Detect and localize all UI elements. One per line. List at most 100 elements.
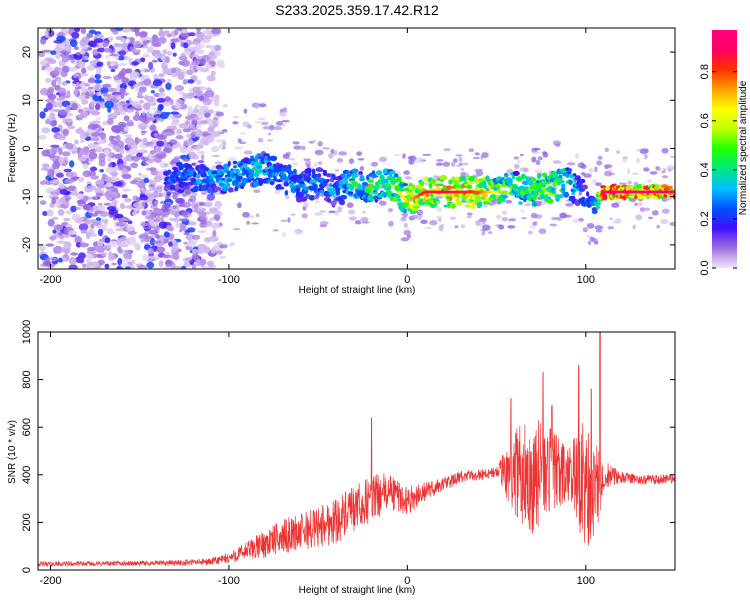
heatmap-cell [198,95,204,102]
heatmap-cell [148,229,159,235]
heatmap-cell [535,159,541,166]
heatmap-cell [213,214,220,221]
heatmap-cell [196,173,200,178]
heatmap-cell [146,47,154,53]
heatmap-cell [214,50,221,57]
heatmap-cell [61,55,70,63]
heatmap-cell [242,211,250,218]
heatmap-cell [337,206,343,211]
heatmap-cell [58,87,67,95]
heatmap-cell [97,202,103,206]
heatmap-cell [356,151,363,157]
heatmap-cell [503,172,509,178]
heatmap-cell [193,108,199,114]
heatmap-cell [350,186,354,191]
heatmap-cell [172,52,177,57]
heatmap-cell [243,108,248,114]
heatmap-cell [258,168,263,174]
heatmap-cell [79,242,89,248]
heatmap-cell [528,230,533,235]
heatmap-cell [206,193,216,201]
heatmap-cell [579,162,584,165]
heatmap-cell [547,198,554,204]
heatmap-cell [158,221,167,229]
heatmap-cell [223,167,229,173]
heatmap-cell [532,201,537,207]
heatmap-cell [262,126,271,130]
heatmap-cell [138,31,148,38]
heatmap-cell [133,40,142,49]
heatmap-cell [139,194,149,201]
heatmap-cell [73,28,81,33]
heatmap-cell [611,202,620,208]
heatmap-cell [481,193,488,198]
heatmap-cell [80,49,85,56]
heatmap-cell [129,37,135,43]
heatmap-cell [319,221,329,226]
heatmap-cell [101,246,108,251]
heatmap-cell [65,171,74,178]
heatmap-cell [552,140,562,146]
heatmap-cell [120,38,127,43]
heatmap-cell [47,93,57,100]
heatmap-cell [125,100,130,104]
heatmap-cell [210,70,216,77]
heatmap-cell [182,79,188,85]
heatmap-cell [549,223,558,227]
heatmap-cell [185,92,195,99]
heatmap-cell [612,220,621,224]
heatmap-cell [169,115,175,120]
heatmap-cell [400,216,407,222]
heatmap-cell [111,262,117,266]
heatmap-cell [156,185,163,190]
heatmap-cell [594,240,599,245]
heatmap-cell [668,185,673,189]
y-tick-label: 0 [21,145,33,151]
heatmap-cell [358,171,363,175]
heatmap-cell [403,170,410,175]
heatmap-cell [591,209,598,215]
heatmap-cell [201,172,206,178]
heatmap-cell [53,224,64,231]
heatmap-cell [78,257,85,264]
x-tick-label: -200 [39,575,61,587]
heatmap-cell [272,229,279,232]
heatmap-cell [183,42,189,49]
heatmap-cell [80,86,88,94]
heatmap-cell [204,201,213,206]
heatmap-cell [358,184,363,190]
heatmap-cell [168,241,173,247]
heatmap-cell [190,41,201,45]
heatmap-cell [87,143,97,149]
heatmap-cell [397,198,401,202]
heatmap-cell [474,177,479,184]
heatmap-cell [165,56,170,64]
heatmap-cell [47,154,56,158]
heatmap-cell [314,149,324,156]
heatmap-cell [56,97,65,101]
heatmap-cell [127,231,137,235]
heatmap-cell [200,42,205,49]
heatmap-cell [169,139,178,145]
heatmap-cell [145,142,152,147]
heatmap-cell [453,176,459,180]
heatmap-cell [341,173,346,179]
heatmap-cell [651,210,659,216]
heatmap-cell [45,257,50,261]
heatmap-cell [530,212,538,219]
heatmap-cell [180,265,187,269]
heatmap-cell [389,197,395,201]
heatmap-cell [478,201,483,208]
heatmap-cell [311,183,318,190]
heatmap-cell [292,179,298,183]
heatmap-cell [592,178,597,184]
heatmap-cell [130,259,136,265]
heatmap-cell [172,253,180,261]
heatmap-cell [127,255,132,260]
heatmap-cell [275,121,284,126]
heatmap-cell [338,199,346,206]
heatmap-cell [259,103,267,108]
heatmap-cell [137,122,147,130]
heatmap-cell [59,50,65,54]
heatmap-cell [79,112,85,120]
